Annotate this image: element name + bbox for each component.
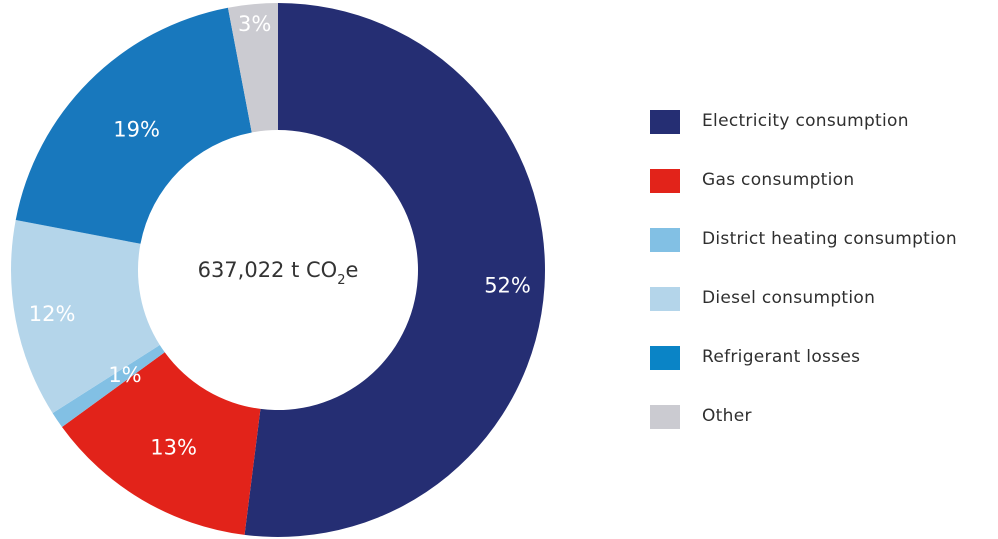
- slice-district-heating-consumption: [52, 345, 165, 427]
- legend-label: Electricity consumption: [702, 111, 909, 131]
- donut-chart: 52% 13% 1% 12% 19% 3% 637,022 t CO2e: [10, 3, 545, 537]
- center-total-subscript: 2: [337, 273, 345, 288]
- legend-label: Diesel consumption: [702, 288, 876, 308]
- center-total-value: 637,022 t CO: [198, 258, 338, 282]
- legend-label: District heating consumption: [702, 229, 957, 249]
- legend-swatch: [650, 287, 680, 311]
- legend-swatch: [650, 110, 680, 134]
- slice-label-refrigerant-losses: 19%: [113, 118, 160, 142]
- slice-gas-consumption: [61, 352, 261, 535]
- legend-swatch: [650, 405, 680, 429]
- slice-labels: 52% 13% 1% 12% 19% 3%: [29, 12, 531, 459]
- legend-swatch: [650, 169, 680, 193]
- legend-label: Refrigerant losses: [702, 347, 861, 367]
- legend-swatch: [650, 228, 680, 252]
- slice-refrigerant-losses: [15, 7, 252, 244]
- slice-label-gas-consumption: 13%: [150, 435, 197, 459]
- center-total-label: 637,022 t CO2e: [198, 258, 359, 288]
- slice-label-electricity-consumption: 52%: [484, 273, 531, 297]
- center-total-suffix: e: [345, 258, 358, 282]
- slice-diesel-consumption: [10, 219, 160, 414]
- legend-swatch: [650, 346, 680, 370]
- legend-label: Other: [702, 406, 752, 426]
- legend-label: Gas consumption: [702, 170, 855, 190]
- slice-other: [227, 3, 278, 133]
- donut-slices: [10, 3, 545, 537]
- slice-label-diesel-consumption: 12%: [29, 302, 76, 326]
- slice-label-district-heating-consumption: 1%: [108, 363, 141, 387]
- slice-electricity-consumption: [244, 3, 545, 537]
- slice-label-other: 3%: [238, 12, 271, 36]
